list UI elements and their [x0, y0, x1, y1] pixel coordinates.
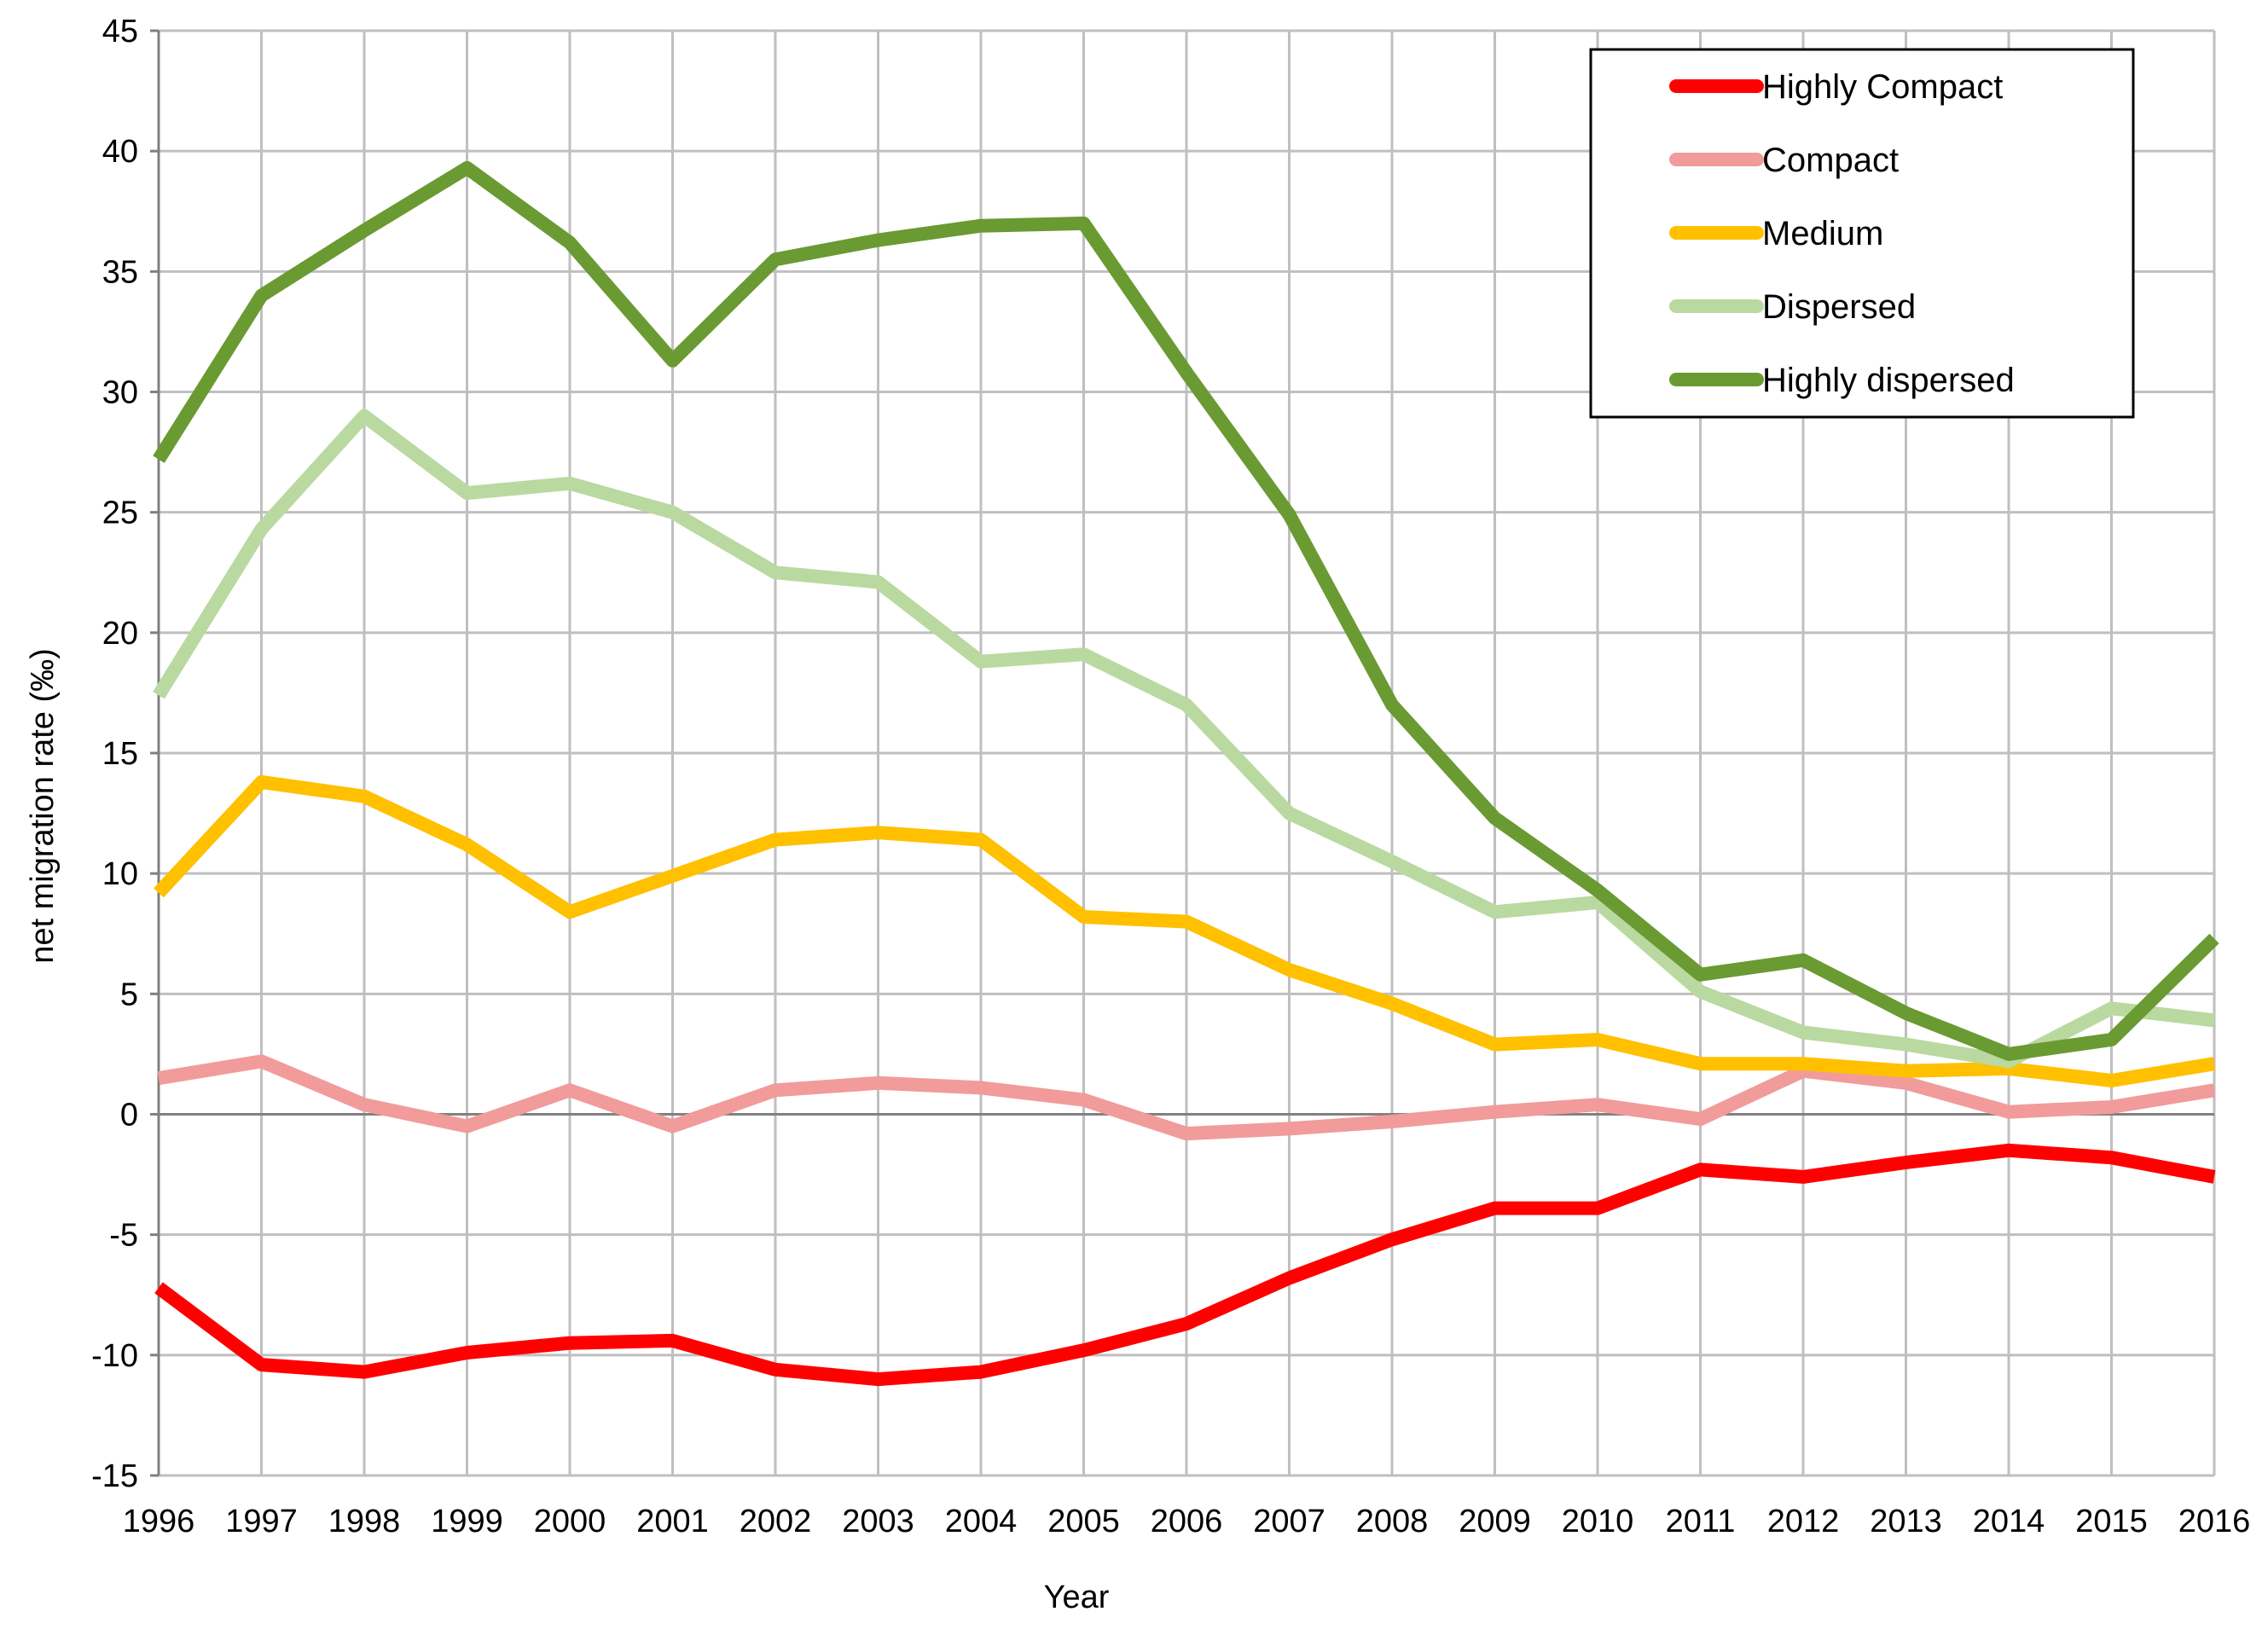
x-tick-label: 2012 [1767, 1504, 1840, 1539]
series-line-highly-dispersed [153, 160, 2219, 1061]
x-tick-label: 2014 [1973, 1504, 2045, 1539]
legend-label-dispersed: Dispersed [1762, 288, 1916, 326]
x-tick-label: 2013 [1870, 1504, 1942, 1539]
x-tick-label: 2015 [2075, 1504, 2148, 1539]
y-tick-label: 0 [120, 1098, 138, 1133]
x-tick-label: 2001 [636, 1504, 709, 1539]
series-line-compact [157, 1054, 2216, 1141]
x-tick-label: 2010 [1562, 1504, 1634, 1539]
legend-label-medium: Medium [1762, 215, 1883, 252]
x-tick-label: 2003 [842, 1504, 914, 1539]
legend-items: Highly Compact Compact Medium Dispersed High… [1669, 68, 2015, 399]
x-tick-label: 1998 [328, 1504, 401, 1539]
y-tick-label: 10 [102, 856, 138, 892]
y-tick-label: 45 [102, 14, 138, 49]
x-tick-label: 2004 [945, 1504, 1018, 1539]
x-tick-label: 1997 [225, 1504, 298, 1539]
legend-label-highly-dispersed: Highly dispersed [1762, 362, 2015, 399]
series-line-medium [154, 774, 2216, 1087]
legend-label-compact: Compact [1762, 142, 1899, 179]
x-tick-label: 2002 [740, 1504, 812, 1539]
x-tick-label: 2009 [1459, 1504, 1531, 1539]
y-tick-label: -5 [109, 1218, 138, 1254]
x-tick-label: 2016 [2178, 1504, 2251, 1539]
y-tick-label: 5 [120, 977, 138, 1012]
y-tick-label: 20 [102, 616, 138, 652]
y-axis-title: net migration rate (‰) [25, 648, 61, 964]
x-tick-label: 2007 [1253, 1504, 1325, 1539]
x-tick-label: 2006 [1151, 1504, 1223, 1539]
x-tick-label: 2011 [1666, 1504, 1736, 1539]
y-tick-label: 30 [102, 375, 138, 411]
y-tick-label: 25 [102, 496, 138, 531]
series-line-dispersed [153, 409, 2215, 1069]
tick-labels: -15 -10 -5 0 5 10 15 20 25 30 35 40 45 1996 1997 1998 19… [91, 14, 2250, 1539]
y-tick-label: -10 [91, 1338, 138, 1374]
x-tick-label: 2008 [1356, 1504, 1429, 1539]
series-lines [153, 160, 2219, 1387]
legend-label-highly-compact: Highly Compact [1762, 68, 2003, 106]
y-tick-label: 15 [102, 736, 138, 772]
y-tick-label: 35 [102, 254, 138, 290]
y-tick-label: 40 [102, 134, 138, 170]
x-tick-label: 2005 [1047, 1504, 1120, 1539]
x-tick-label: 1996 [123, 1504, 195, 1539]
y-tick-label: -15 [91, 1458, 138, 1494]
x-tick-label: 2000 [534, 1504, 606, 1539]
legend: Highly Compact Compact Medium Dispersed High… [1589, 48, 2135, 419]
x-tick-label: 1999 [431, 1504, 503, 1539]
x-axis-title: Year [1044, 1580, 1110, 1615]
series-line-highly-compact [154, 1143, 2216, 1387]
